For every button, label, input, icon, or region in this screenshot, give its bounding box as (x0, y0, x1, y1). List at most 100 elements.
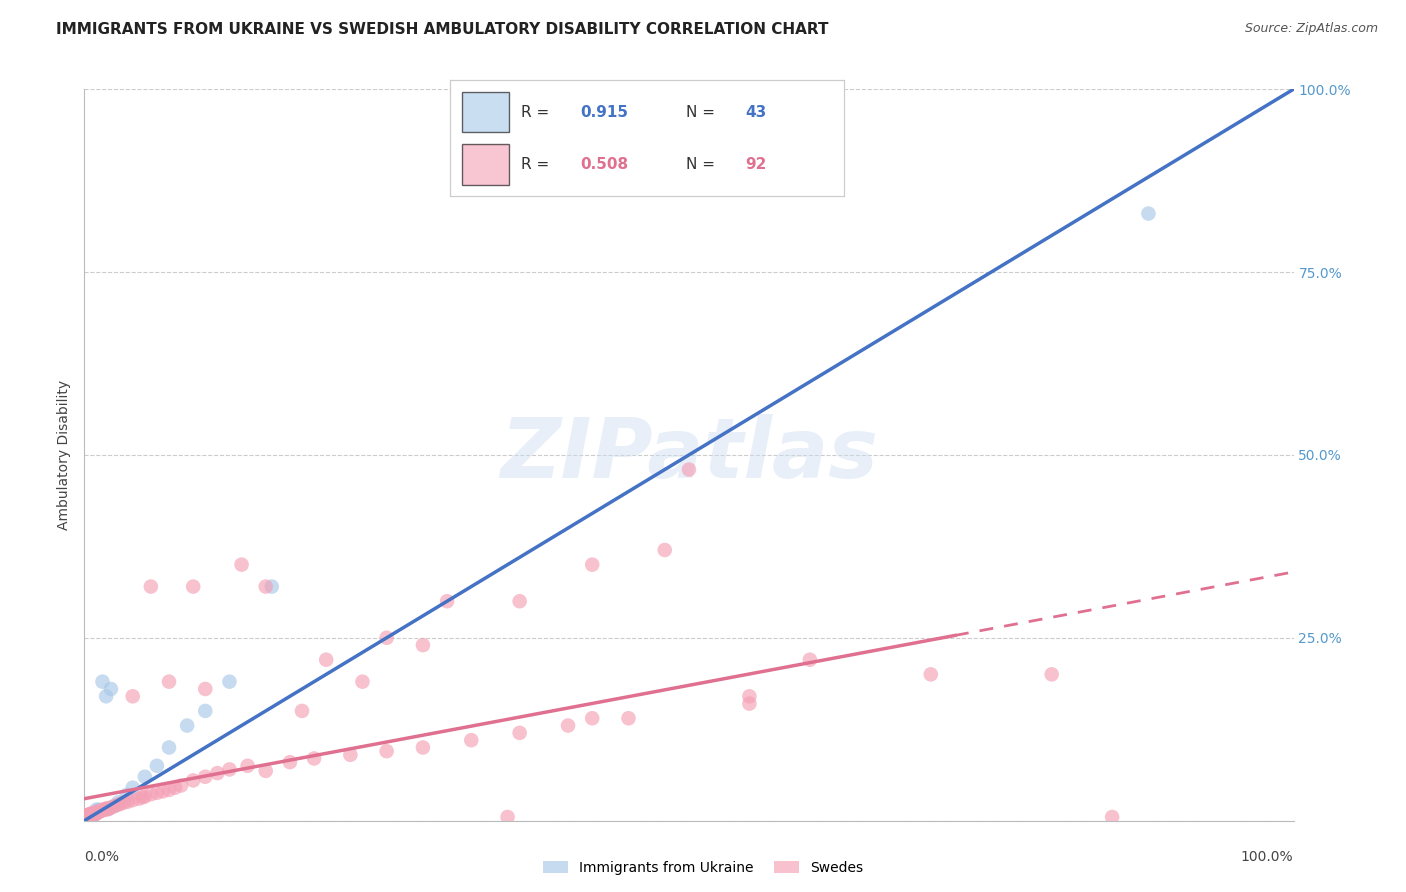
Point (86, 805, 108, 820)
Legend: Immigrants from Ukraine, Swedes: Immigrants from Ukraine, Swedes (537, 855, 869, 880)
Point (80, 808, 103, 822)
Point (581, 558, 603, 572)
Point (79, 809, 101, 823)
Point (436, 594, 458, 608)
Point (82, 807, 104, 822)
Point (181, 773, 204, 788)
Point (76, 811, 98, 825)
Point (1040, 667, 1063, 681)
Point (80, 806, 103, 821)
Point (94, 802, 117, 816)
Point (100, 681, 122, 696)
Point (75, 809, 97, 823)
Point (94, 803, 117, 817)
Point (83, 807, 105, 822)
Point (617, 711, 640, 725)
Text: 100.0%: 100.0% (1241, 850, 1294, 863)
Point (75, 812, 97, 826)
Point (112, 796, 135, 810)
Point (87, 805, 110, 819)
Point (557, 718, 579, 732)
Point (107, 796, 129, 810)
Point (83, 806, 105, 821)
Point (77, 807, 100, 822)
Point (302, 751, 325, 765)
Point (121, 793, 143, 807)
Point (86, 805, 108, 819)
Point (157, 674, 180, 689)
Point (581, 711, 603, 725)
Point (678, 462, 700, 476)
Point (207, 766, 229, 780)
Point (86, 806, 108, 821)
Point (291, 704, 314, 718)
Point (254, 764, 277, 778)
Point (128, 791, 150, 805)
Point (352, 674, 374, 689)
Point (77, 811, 100, 825)
Point (79, 809, 101, 823)
Point (77, 810, 100, 824)
Point (152, 784, 174, 798)
Point (104, 799, 127, 814)
Point (218, 763, 240, 777)
Point (375, 631, 398, 645)
Point (80, 810, 103, 824)
Point (77, 809, 100, 823)
Text: IMMIGRANTS FROM UKRAINE VS SWEDISH AMBULATORY DISABILITY CORRELATION CHART: IMMIGRANTS FROM UKRAINE VS SWEDISH AMBUL… (56, 22, 828, 37)
Point (339, 747, 361, 762)
Point (139, 787, 162, 801)
Point (509, 726, 531, 740)
Point (134, 770, 156, 784)
Point (91, 674, 114, 689)
Point (76, 812, 98, 826)
Point (77, 810, 100, 824)
Point (86, 803, 108, 817)
Point (920, 667, 942, 681)
Point (157, 740, 180, 755)
Point (87, 803, 110, 817)
Point (96, 801, 118, 815)
Point (157, 783, 180, 797)
Point (82, 807, 104, 822)
Point (91, 804, 114, 818)
Point (176, 718, 198, 732)
Point (77, 812, 100, 826)
Point (107, 797, 129, 812)
Point (77, 809, 100, 823)
Point (79, 810, 101, 824)
Point (412, 740, 434, 755)
Point (121, 780, 143, 795)
Point (79, 807, 101, 822)
Point (79, 807, 101, 822)
Point (82, 809, 104, 823)
Point (76, 810, 98, 824)
Point (254, 580, 277, 594)
Point (509, 594, 531, 608)
Point (131, 790, 153, 805)
Point (86, 806, 108, 821)
Point (75, 811, 97, 825)
Point (260, 580, 283, 594)
Point (165, 780, 187, 795)
Point (94, 690, 117, 704)
Point (83, 807, 105, 822)
Point (738, 697, 761, 711)
Point (90, 804, 112, 818)
Point (84, 805, 107, 820)
Point (146, 786, 169, 800)
Point (738, 690, 761, 704)
FancyBboxPatch shape (461, 92, 509, 132)
Text: 0.915: 0.915 (579, 105, 628, 120)
Point (77, 809, 100, 823)
Point (77, 811, 100, 825)
Point (84, 806, 107, 821)
Point (84, 807, 107, 822)
Text: 0.508: 0.508 (579, 157, 628, 172)
Point (75, 810, 97, 824)
Point (799, 653, 821, 667)
Point (146, 758, 169, 772)
Text: 43: 43 (745, 105, 766, 120)
Point (117, 795, 139, 809)
Point (231, 558, 253, 572)
